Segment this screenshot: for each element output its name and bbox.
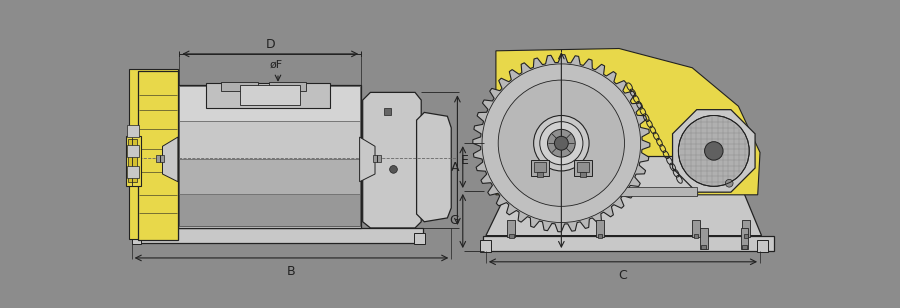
Bar	[531, 160, 549, 176]
Polygon shape	[486, 191, 761, 236]
Text: E: E	[461, 154, 468, 167]
Polygon shape	[417, 112, 451, 222]
Bar	[269, 82, 306, 91]
Polygon shape	[163, 137, 178, 182]
Bar	[694, 234, 698, 238]
Bar	[413, 233, 425, 244]
Bar	[544, 187, 697, 197]
Circle shape	[482, 64, 641, 223]
Circle shape	[554, 136, 568, 150]
Bar	[701, 245, 706, 249]
Text: øF: øF	[270, 59, 283, 69]
Bar	[580, 172, 586, 177]
Bar	[596, 220, 604, 237]
Bar	[179, 121, 360, 159]
Polygon shape	[363, 92, 421, 228]
Text: G: G	[449, 214, 459, 228]
Text: D: D	[266, 38, 275, 51]
Polygon shape	[496, 48, 760, 195]
Bar	[700, 228, 707, 249]
Bar	[205, 83, 330, 108]
Bar	[692, 220, 700, 237]
Bar	[127, 145, 140, 157]
Bar	[742, 245, 747, 249]
Text: C: C	[618, 269, 627, 282]
Bar	[221, 82, 258, 91]
Bar	[480, 240, 491, 252]
Circle shape	[390, 166, 397, 173]
Bar	[127, 125, 140, 137]
Bar	[178, 85, 361, 228]
Bar	[742, 220, 750, 237]
Polygon shape	[360, 137, 375, 182]
Bar	[128, 139, 137, 182]
Polygon shape	[472, 55, 650, 232]
Circle shape	[725, 179, 734, 187]
Bar	[179, 86, 360, 121]
Bar	[509, 234, 514, 238]
Bar	[536, 172, 543, 177]
Bar	[534, 163, 546, 172]
Circle shape	[679, 116, 749, 186]
Bar	[374, 155, 382, 162]
Bar	[577, 163, 590, 172]
Bar	[573, 160, 592, 176]
Bar	[741, 228, 749, 249]
Circle shape	[540, 122, 583, 165]
Bar	[136, 228, 423, 243]
Text: B: B	[287, 265, 296, 278]
Bar	[179, 159, 360, 194]
Circle shape	[534, 116, 590, 171]
Polygon shape	[672, 110, 755, 192]
Bar	[544, 156, 697, 195]
Bar	[157, 155, 164, 162]
Text: A: A	[450, 160, 459, 174]
Bar	[757, 240, 768, 252]
Polygon shape	[129, 69, 178, 239]
Circle shape	[547, 129, 575, 157]
Bar	[743, 234, 749, 238]
Bar	[508, 220, 515, 237]
Bar	[598, 234, 602, 238]
Bar	[482, 236, 774, 251]
Bar	[384, 108, 392, 115]
Bar	[179, 194, 360, 226]
Bar	[127, 166, 140, 178]
Bar	[131, 233, 141, 244]
Circle shape	[499, 80, 625, 206]
Bar	[240, 85, 301, 105]
Bar	[125, 136, 141, 185]
Circle shape	[705, 142, 723, 160]
Bar	[138, 71, 178, 240]
